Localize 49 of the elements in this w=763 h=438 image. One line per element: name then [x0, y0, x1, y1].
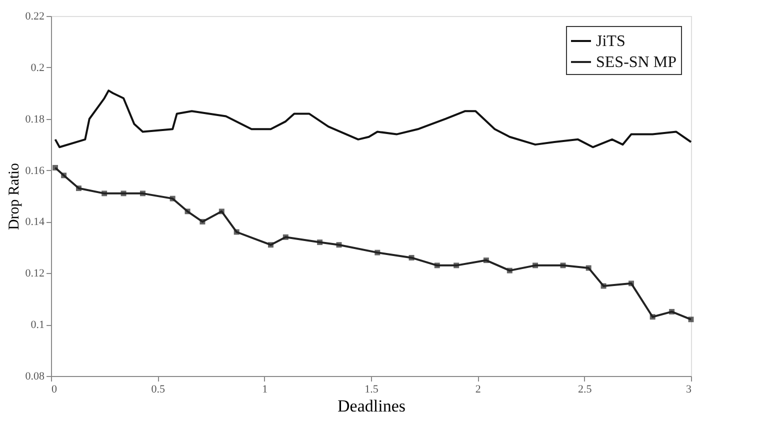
point [218, 208, 224, 214]
point [532, 262, 538, 268]
y-tick-label: 0.08 [25, 370, 45, 382]
y-tick-label: 0.14 [25, 216, 45, 228]
point [506, 268, 512, 274]
point [483, 258, 489, 264]
point [184, 208, 190, 214]
y-tick-label: 0.16 [25, 164, 45, 177]
x-tick-label: 0 [52, 384, 58, 396]
point [282, 234, 288, 240]
x-tick-label: 1.5 [364, 384, 379, 396]
y-tick-label: 0.12 [25, 268, 44, 280]
point [234, 229, 240, 235]
line-series [54, 90, 692, 148]
point [374, 250, 380, 256]
point [586, 265, 592, 271]
point [120, 190, 126, 196]
point [408, 254, 414, 260]
point [336, 242, 342, 248]
point [268, 242, 274, 248]
point [650, 314, 656, 320]
point [688, 316, 694, 322]
point [52, 164, 58, 170]
x-tick-label: 1 [262, 384, 268, 396]
point [140, 190, 146, 196]
point [454, 262, 460, 268]
point [61, 172, 67, 178]
point [434, 262, 440, 268]
y-axis-title: Drop Ratio [6, 162, 22, 230]
x-tick-label: 0.5 [151, 384, 166, 396]
point [560, 262, 566, 268]
legend-label: JiTS [596, 33, 626, 50]
x-tick-label: 3 [686, 384, 692, 396]
point [600, 283, 606, 289]
y-tick-label: 0.2 [30, 62, 44, 74]
legend-label: SES-SN MP [596, 54, 677, 71]
point [317, 240, 323, 246]
point [170, 196, 176, 202]
point [628, 280, 634, 286]
point [76, 186, 82, 192]
point [200, 218, 206, 224]
y-tick-label: 0.18 [25, 113, 45, 126]
point [669, 308, 675, 314]
point [102, 190, 108, 196]
y-tick-label: 0.22 [25, 10, 44, 22]
x-axis-title: Deadlines [338, 396, 406, 416]
x-tick-label: 2.5 [578, 384, 592, 396]
y-tick-label: 0.1 [30, 319, 44, 332]
x-tick-label: 2 [475, 384, 481, 396]
